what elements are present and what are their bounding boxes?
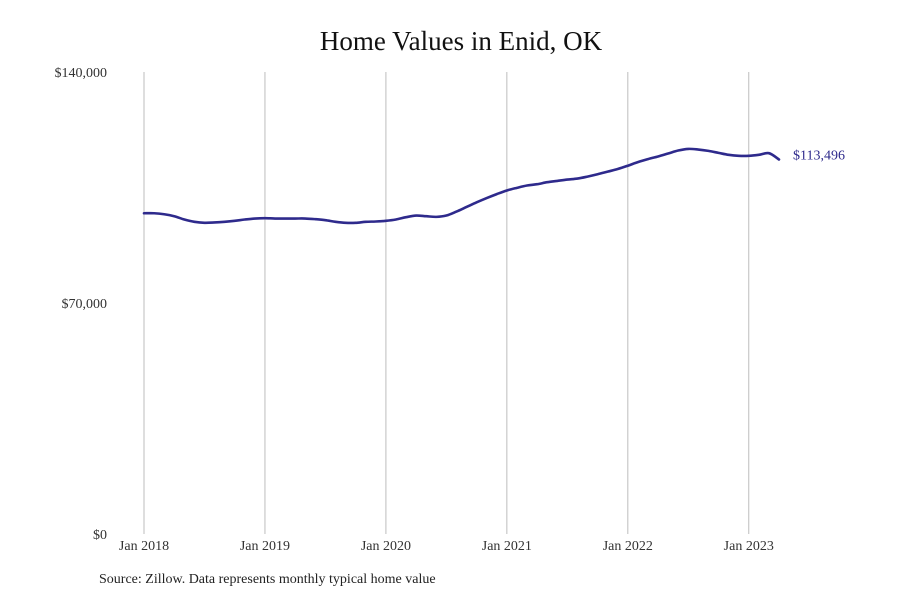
x-tick-label: Jan 2021 bbox=[482, 539, 532, 554]
x-tick-label: Jan 2020 bbox=[361, 539, 411, 554]
x-tick-label: Jan 2019 bbox=[240, 539, 290, 554]
x-axis: Jan 2018 Jan 2019 Jan 2020 Jan 2021 Jan 2022… bbox=[119, 539, 774, 554]
series-layer bbox=[142, 147, 781, 225]
end-value-label: $113,496 bbox=[793, 148, 845, 163]
grid-lines bbox=[143, 72, 750, 534]
x-tick-label: Jan 2022 bbox=[603, 539, 653, 554]
series-line-0 bbox=[142, 147, 781, 225]
y-tick-label: $0 bbox=[93, 528, 107, 543]
y-tick-label: $70,000 bbox=[62, 297, 108, 312]
chart-title: Home Values in Enid, OK bbox=[319, 26, 603, 56]
y-axis: $0 $70,000 $140,000 bbox=[55, 66, 108, 543]
chart-source-note: Source: Zillow. Data represents monthly … bbox=[99, 572, 436, 587]
end-label-layer: $113,496 bbox=[793, 148, 845, 163]
y-tick-label: $140,000 bbox=[55, 66, 108, 81]
x-tick-label: Jan 2018 bbox=[119, 539, 169, 554]
x-tick-label: Jan 2023 bbox=[724, 539, 774, 554]
